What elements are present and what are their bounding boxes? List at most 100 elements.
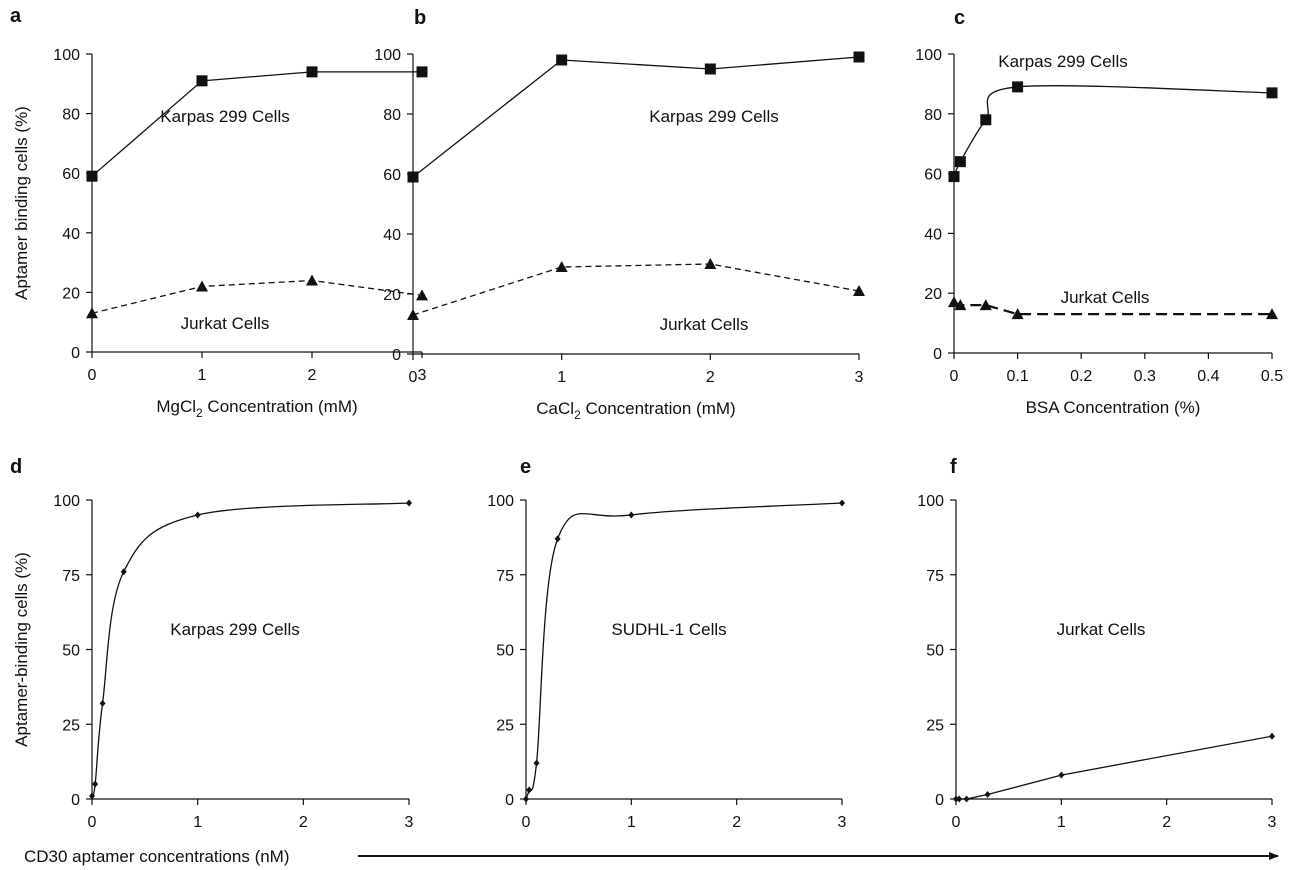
data-point-diamond — [963, 795, 970, 803]
data-point-triangle — [1266, 308, 1278, 320]
y-tick-label: 100 — [53, 493, 80, 510]
chart-panel-d: d 0 25 50 75 100 0 1 2 3 Aptamer-binding cells (%)… — [10, 456, 414, 831]
data-point-triangle — [704, 258, 717, 269]
x-tick-label: 0 — [409, 369, 418, 386]
data-point-triangle — [196, 280, 208, 292]
x-tick-label: 2 — [1162, 814, 1171, 831]
shared-x-axis-label: CD30 aptamer concentrations (nM) — [24, 847, 290, 866]
panel-letter-d: d — [10, 456, 22, 478]
x-axis-label: MgCl2 Concentration (mM) — [156, 397, 357, 420]
y-tick-label: 40 — [62, 226, 80, 243]
data-point-triangle — [853, 285, 865, 296]
data-point-square — [407, 171, 419, 183]
x-tick-label: 1 — [198, 367, 207, 384]
y-tick-label: 50 — [926, 643, 944, 660]
series-line-0 — [525, 502, 843, 800]
chart-panel-f: f 0 25 50 75 100 0 1 2 3 Jurkat Cells — [917, 456, 1276, 831]
data-point-square — [853, 51, 865, 63]
x-axis-label: CaCl2 Concentration (mM) — [536, 399, 735, 422]
data-point-diamond — [839, 499, 845, 507]
data-point-triangle — [979, 299, 992, 311]
data-point-square — [196, 75, 208, 87]
x-tick-label: 0.4 — [1197, 368, 1219, 385]
series-label: SUDHL-1 Cells — [611, 620, 726, 639]
y-tick-label: 0 — [71, 345, 80, 362]
panel-letter-a: a — [10, 5, 22, 27]
chart-panel-a: a 0 20 40 60 80 100 0 1 2 3 MgCl2 Concentration (mM… — [10, 5, 428, 420]
data-point-triangle — [86, 307, 98, 319]
y-tick-label: 25 — [496, 717, 514, 734]
y-tick-label: 100 — [917, 493, 944, 510]
data-point-diamond — [89, 792, 95, 800]
x-tick-label: 0.1 — [1006, 368, 1028, 385]
data-point-diamond — [956, 795, 963, 803]
y-tick-label: 80 — [62, 107, 80, 124]
series-label: Jurkat Cells — [1061, 288, 1150, 307]
x-tick-label: 3 — [405, 814, 414, 831]
y-tick-label: 0 — [933, 346, 942, 363]
x-tick-label: 2 — [299, 814, 308, 831]
x-tick-label: 0 — [522, 814, 531, 831]
panel-letter-b: b — [414, 7, 426, 29]
y-tick-label: 100 — [53, 47, 80, 64]
x-tick-label: 1 — [1057, 814, 1066, 831]
y-tick-label: 60 — [924, 167, 942, 184]
data-point-diamond — [120, 568, 127, 576]
data-point-diamond — [1269, 732, 1275, 740]
y-tick-label: 100 — [915, 47, 942, 64]
y-axis-label: Aptamer binding cells (%) — [12, 106, 31, 300]
data-point-diamond — [1058, 771, 1065, 779]
series-line-0 — [956, 735, 1273, 800]
y-tick-label: 40 — [383, 227, 401, 244]
x-tick-label: 0.5 — [1261, 368, 1283, 385]
y-tick-label: 100 — [487, 493, 514, 510]
data-point-triangle — [416, 289, 428, 301]
y-tick-label: 25 — [926, 717, 944, 734]
data-point-triangle — [306, 274, 318, 286]
data-point-square — [954, 156, 966, 168]
series-line-0 — [953, 85, 1273, 177]
y-tick-label: 60 — [383, 167, 401, 184]
series-label: Karpas 299 Cells — [160, 107, 289, 126]
data-point-triangle — [954, 299, 967, 311]
panel-letter-c: c — [954, 7, 965, 29]
y-tick-label: 75 — [496, 568, 514, 585]
data-point-square — [306, 66, 318, 78]
data-point-square — [86, 170, 98, 182]
y-tick-label: 20 — [924, 286, 942, 303]
data-point-diamond — [526, 786, 533, 794]
y-tick-label: 75 — [62, 568, 80, 585]
x-tick-label: 0.2 — [1070, 368, 1092, 385]
data-point-diamond — [99, 699, 106, 707]
chart-panel-c: c 0 20 40 60 80 100 0 0.1 0.2 0.3 0.4 0.5 BSA Concent… — [915, 7, 1283, 417]
y-tick-label: 60 — [62, 166, 80, 183]
series-label: Jurkat Cells — [660, 315, 749, 334]
x-tick-label: 2 — [706, 369, 715, 386]
series-line-0 — [91, 71, 422, 177]
series-line-1 — [91, 279, 423, 314]
y-tick-label: 80 — [383, 107, 401, 124]
chart-panel-b: b 0 20 40 60 80 100 0 1 2 3 CaCl2 Concentration (mM… — [374, 7, 865, 422]
data-point-diamond — [533, 759, 540, 767]
y-tick-label: 100 — [374, 47, 401, 64]
x-tick-label: 0 — [88, 814, 97, 831]
series-line-0 — [91, 502, 410, 797]
data-point-square — [1266, 87, 1278, 99]
data-point-diamond — [523, 795, 529, 803]
x-tick-label: 3 — [418, 367, 427, 384]
x-axis-label: BSA Concentration (%) — [1026, 398, 1201, 417]
data-point-diamond — [194, 511, 201, 519]
x-tick-label: 2 — [308, 367, 317, 384]
panel-letter-e: e — [520, 456, 531, 478]
y-tick-label: 50 — [62, 643, 80, 660]
data-point-diamond — [953, 795, 959, 803]
y-tick-label: 75 — [926, 568, 944, 585]
y-tick-label: 25 — [62, 717, 80, 734]
chart-panel-e: e 0 25 50 75 100 0 1 2 3 SUDHL-1 Cells — [487, 456, 846, 831]
y-tick-label: 0 — [71, 792, 80, 809]
data-point-diamond — [984, 791, 991, 799]
x-tick-label: 1 — [557, 369, 566, 386]
x-tick-label: 1 — [627, 814, 636, 831]
y-tick-label: 20 — [62, 285, 80, 302]
